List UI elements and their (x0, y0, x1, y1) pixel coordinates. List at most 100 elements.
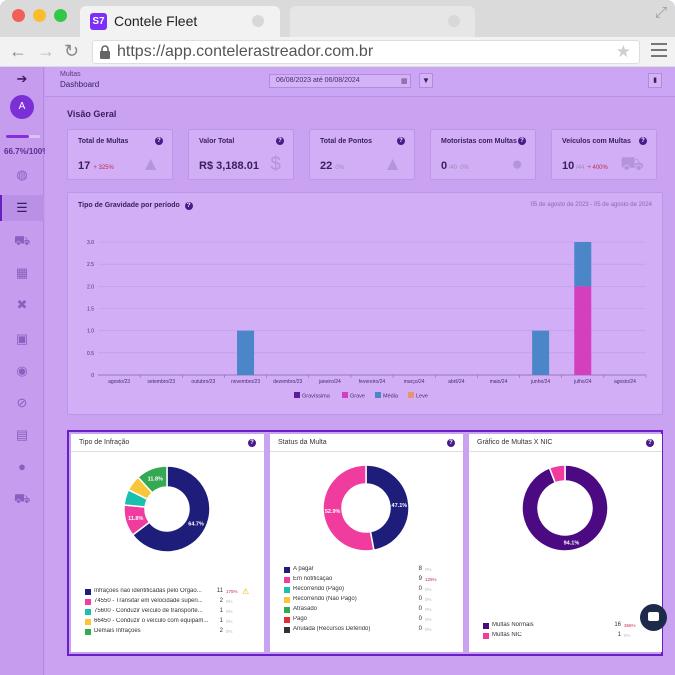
new-tab[interactable] (290, 6, 475, 37)
list-icon[interactable]: ☰ (16, 200, 28, 215)
date-range-input[interactable]: 06/08/2023 até 06/08/2024 (269, 74, 411, 88)
legend-item[interactable]: Recorrendo (Não Pago) 0 0% (284, 596, 454, 606)
legend-label: 74550 - Transitar em velocidade superi..… (94, 598, 203, 604)
help-icon[interactable]: ? (639, 137, 647, 145)
warning-icon: ⚠ (242, 587, 250, 596)
usage-progress-text: 66.7%/100% (4, 147, 50, 156)
kpi-label: Veículos com Multas (562, 138, 631, 145)
legend-item[interactable]: A pagar 8 0% (284, 566, 454, 576)
legend-item[interactable]: Atrasado 0 0% (284, 606, 454, 616)
avatar[interactable]: A (10, 95, 34, 119)
tab-close-icon[interactable] (252, 15, 264, 27)
legend-item[interactable]: Pago 0 0% (284, 616, 454, 626)
bar-segment (574, 286, 592, 375)
contact-icon[interactable]: ▣ (15, 331, 29, 346)
legend-item[interactable]: Multas NIC 1 0% (483, 632, 653, 642)
legend-label: Recorrendo (Não Pago) (293, 596, 357, 602)
legend-value: 0 (418, 626, 422, 632)
back-icon[interactable]: ← (9, 41, 27, 61)
minimize-window-button[interactable] (33, 9, 46, 22)
collapse-arrow-icon[interactable]: ➔ (16, 71, 28, 86)
legend-item[interactable]: Infrações não identificadas pelo Orgão..… (85, 587, 255, 598)
car-icon[interactable]: ⛟ (14, 233, 31, 248)
legend-percent: 0% (425, 587, 432, 592)
kpi-label: Total de Multas (78, 138, 129, 145)
legend-percent: 125% (425, 577, 437, 582)
slice-label: 52.9% (325, 509, 341, 515)
expand-icon[interactable]: ⤢ (654, 4, 667, 21)
legend-item[interactable]: 66450 - Conduzir o veículo com equipam..… (85, 618, 255, 628)
tools-icon[interactable]: ✖ (16, 297, 28, 312)
kpi-delta: 0% (335, 165, 344, 171)
kpi-sub-value: /40 (447, 165, 458, 171)
y-tick-label: 2.5 (87, 262, 94, 268)
donut-slice (322, 464, 375, 552)
fine-status-panel: Status da Multa? 47.1% 52.9% A pagar 8 0% Em… (270, 434, 463, 652)
kpi-main-value: 0 (441, 160, 448, 172)
person-icon[interactable]: ● (18, 459, 26, 474)
bar-segment (574, 242, 592, 287)
car-icon: ⛟ (620, 154, 644, 175)
legend-item[interactable]: Anulada (Recursos Deferido) 0 0% (284, 626, 454, 636)
legend-item[interactable]: Em notificação 9 125% (284, 576, 454, 586)
browser-tab[interactable]: S7 Contele Fleet (80, 6, 280, 37)
kpi-delta: 0% (460, 165, 469, 171)
chat-icon (648, 612, 659, 621)
warning-icon: ▲ (141, 154, 160, 175)
disc-icon[interactable]: ◉ (16, 363, 28, 378)
export-button[interactable]: ▮ (648, 73, 662, 88)
kpi-delta: + 325% (93, 165, 114, 171)
kpi-label: Total de Pontos (320, 138, 372, 145)
help-icon[interactable]: ? (447, 439, 455, 447)
chat-button[interactable] (640, 604, 667, 631)
forward-icon[interactable]: → (37, 41, 55, 61)
help-icon[interactable]: ? (155, 137, 163, 145)
legend-value: 2 (219, 598, 223, 604)
sidebar-item-active[interactable] (0, 195, 44, 221)
help-icon[interactable]: ? (248, 439, 256, 447)
vehicle-icon[interactable]: ⛟ (14, 491, 31, 506)
panel-title: Tipo de Infração (79, 439, 130, 446)
legend-item[interactable]: Multas Normais 16 366% (483, 622, 653, 632)
maximize-window-button[interactable] (54, 9, 67, 22)
browser-menu-icon[interactable] (651, 43, 667, 61)
block-icon[interactable]: ⊘ (16, 395, 28, 410)
kpi-value: R$ 3,188.01 (199, 160, 259, 172)
globe-icon[interactable]: ◍ (16, 167, 28, 182)
legend-label: Pago (293, 616, 308, 622)
help-icon[interactable]: ? (518, 137, 526, 145)
bookmark-star-icon[interactable]: ★ (615, 42, 631, 61)
legend-percent: 0% (226, 599, 233, 604)
help-icon[interactable]: ? (276, 137, 284, 145)
help-icon[interactable]: ? (646, 439, 654, 447)
calendar-icon[interactable]: ▦ (401, 78, 408, 85)
donut-slice (365, 464, 410, 552)
reload-icon[interactable]: ↻ (64, 41, 80, 61)
y-tick-label: 1.5 (87, 307, 94, 313)
legend-swatch (284, 597, 290, 603)
legend-label: 66450 - Conduzir o veículo com equipam..… (94, 618, 209, 624)
panel-header: Gráfico de Multas X NIC? (469, 434, 662, 452)
breadcrumb-parent[interactable]: Multas (60, 71, 81, 78)
legend-swatch (284, 587, 290, 593)
legend-item[interactable]: 74550 - Transitar em velocidade superi..… (85, 598, 255, 608)
help-icon[interactable]: ? (397, 137, 405, 145)
legend-item[interactable]: Demais Infrações 2 0% (85, 628, 255, 638)
gravity-chart-card: Tipo de Gravidade por período ? 05 de ag… (67, 192, 663, 415)
url-text: https://app.contelerastreador.com.br (117, 43, 374, 60)
tab-close-icon[interactable] (448, 15, 460, 27)
legend-item[interactable]: Recorrendo (Pago) 0 0% (284, 586, 454, 596)
grid-icon[interactable]: ▦ (15, 265, 29, 280)
legend-label: Leve (416, 394, 428, 400)
filter-button[interactable]: ▼ (419, 73, 433, 88)
close-window-button[interactable] (12, 9, 25, 22)
kpi-sub-value: /44 (574, 165, 585, 171)
gravity-bar-chart: 0 0.5 1.0 1.5 2.0 2.5 3.0 agosto/23 setembro/23 o… (87, 240, 647, 400)
card-icon[interactable]: ▤ (15, 427, 29, 442)
legend-value: 0 (418, 586, 422, 592)
url-field[interactable]: https://app.contelerastreador.com.br ★ (92, 40, 640, 64)
y-tick-label: 0 (91, 373, 94, 379)
chart-date-range: 05 de agosto de 2023 - 05 de agosto de 2… (530, 202, 652, 208)
help-icon[interactable]: ? (184, 202, 193, 210)
legend-item[interactable]: 75600 - Conduzir veículo de transporte..… (85, 608, 255, 618)
